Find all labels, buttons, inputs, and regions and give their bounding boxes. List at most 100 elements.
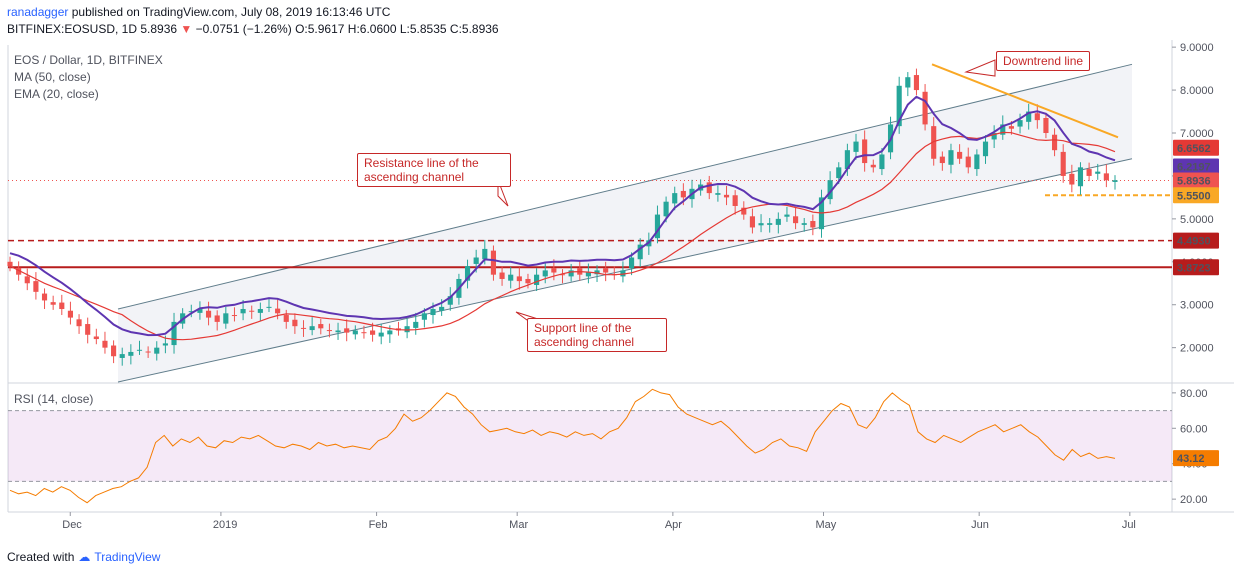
candle-body[interactable] <box>784 214 790 217</box>
downtrend-line[interactable] <box>931 63 1119 139</box>
candle-body[interactable] <box>136 349 143 351</box>
candle-body[interactable] <box>516 276 522 282</box>
candle-body[interactable] <box>439 306 445 311</box>
candle-body[interactable] <box>1060 151 1066 176</box>
candle-body[interactable] <box>50 302 56 305</box>
candle-body[interactable] <box>957 151 963 159</box>
candle-body[interactable] <box>76 319 82 327</box>
candle-body[interactable] <box>67 310 73 318</box>
candle-body[interactable] <box>879 154 885 170</box>
candle-body[interactable] <box>309 326 315 331</box>
candle-body[interactable] <box>1069 173 1075 185</box>
candle-body[interactable] <box>473 257 479 264</box>
candle-body[interactable] <box>430 309 436 316</box>
candle-body[interactable] <box>16 267 22 275</box>
candle-body[interactable] <box>283 315 289 322</box>
annotation-support[interactable]: Support line of the ascending channel <box>527 318 667 352</box>
candle-body[interactable] <box>119 354 125 358</box>
candle-body[interactable] <box>801 223 807 225</box>
candle-body[interactable] <box>508 274 514 281</box>
candle-body[interactable] <box>335 330 341 333</box>
candle-body[interactable] <box>162 343 168 346</box>
candle-body[interactable] <box>231 315 238 317</box>
candle-body[interactable] <box>672 193 678 204</box>
candle-body[interactable] <box>1052 134 1058 151</box>
candle-body[interactable] <box>361 332 367 334</box>
candle-body[interactable] <box>620 270 626 277</box>
candle-body[interactable] <box>905 77 911 88</box>
candle-body[interactable] <box>991 133 997 140</box>
candle-body[interactable] <box>568 270 574 277</box>
candle-body[interactable] <box>896 85 902 127</box>
candle-body[interactable] <box>594 270 600 275</box>
candle-body[interactable] <box>413 321 419 328</box>
candle-body[interactable] <box>1112 180 1118 182</box>
candle-body[interactable] <box>370 330 376 335</box>
candle-body[interactable] <box>318 324 324 329</box>
ma-50-line[interactable] <box>9 131 1116 341</box>
candle-body[interactable] <box>913 75 920 91</box>
candle-body[interactable] <box>982 141 989 157</box>
candle-body[interactable] <box>741 207 747 215</box>
legend-ma[interactable]: MA (50, close) <box>14 70 91 84</box>
candle-body[interactable] <box>974 154 980 170</box>
annotation-resistance[interactable]: Resistance line of the ascending channel <box>357 153 511 187</box>
candle-body[interactable] <box>654 214 661 239</box>
candle-body[interactable] <box>1077 167 1084 187</box>
candle-body[interactable] <box>628 257 635 269</box>
candle-body[interactable] <box>300 327 307 329</box>
candle-body[interactable] <box>93 336 99 340</box>
candle-body[interactable] <box>732 195 738 206</box>
candle-body[interactable] <box>24 276 30 284</box>
candle-body[interactable] <box>1017 120 1023 127</box>
candle-body[interactable] <box>464 266 471 281</box>
candle-body[interactable] <box>188 311 194 313</box>
candle-body[interactable] <box>1043 117 1049 134</box>
candle-body[interactable] <box>939 156 945 164</box>
candle-body[interactable] <box>482 248 488 260</box>
legend-ema[interactable]: EMA (20, close) <box>14 87 99 101</box>
candle-body[interactable] <box>378 332 384 337</box>
tradingview-brand[interactable]: TradingView <box>94 550 161 564</box>
candle-body[interactable] <box>33 281 39 292</box>
candle-body[interactable] <box>758 223 764 226</box>
candle-body[interactable] <box>827 180 833 200</box>
candle-body[interactable] <box>275 308 281 314</box>
candle-body[interactable] <box>102 340 108 348</box>
candle-body[interactable] <box>585 272 591 277</box>
candle-body[interactable] <box>810 221 816 228</box>
candle-body[interactable] <box>257 309 263 313</box>
candle-body[interactable] <box>680 190 686 198</box>
candle-body[interactable] <box>922 91 928 125</box>
candle-body[interactable] <box>931 126 937 159</box>
candle-body[interactable] <box>1026 111 1032 122</box>
candle-body[interactable] <box>603 268 609 273</box>
candle-body[interactable] <box>111 345 117 357</box>
candle-body[interactable] <box>853 141 859 152</box>
candle-body[interactable] <box>214 315 220 322</box>
candle-body[interactable] <box>793 216 799 224</box>
candle-body[interactable] <box>223 313 229 324</box>
candle-body[interactable] <box>775 218 781 225</box>
candle-body[interactable] <box>948 150 954 165</box>
candle-body[interactable] <box>240 309 246 314</box>
candle-body[interactable] <box>499 272 505 279</box>
candle-body[interactable] <box>534 274 540 285</box>
annotation-downtrend[interactable]: Downtrend line <box>996 51 1091 71</box>
candle-body[interactable] <box>749 216 755 228</box>
candle-body[interactable] <box>344 328 350 333</box>
legend-rsi[interactable]: RSI (14, close) <box>14 392 94 406</box>
candle-body[interactable] <box>836 167 842 179</box>
candle-body[interactable] <box>715 193 721 195</box>
candle-body[interactable] <box>154 347 160 354</box>
candle-body[interactable] <box>1008 126 1014 129</box>
candle-body[interactable] <box>128 351 134 356</box>
candle-body[interactable] <box>551 268 557 273</box>
ema-20-line[interactable] <box>9 95 1116 337</box>
candle-body[interactable] <box>249 310 255 312</box>
candle-body[interactable] <box>862 139 868 164</box>
rsi-line[interactable] <box>9 388 1116 504</box>
candle-body[interactable] <box>447 296 453 305</box>
candle-body[interactable] <box>7 261 13 267</box>
candle-body[interactable] <box>637 244 643 260</box>
